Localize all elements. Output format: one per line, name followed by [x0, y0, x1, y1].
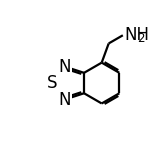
Text: N: N: [58, 58, 71, 75]
Text: 2: 2: [137, 32, 145, 45]
Text: N: N: [58, 91, 71, 109]
Text: NH: NH: [124, 26, 149, 44]
Text: S: S: [47, 74, 58, 92]
